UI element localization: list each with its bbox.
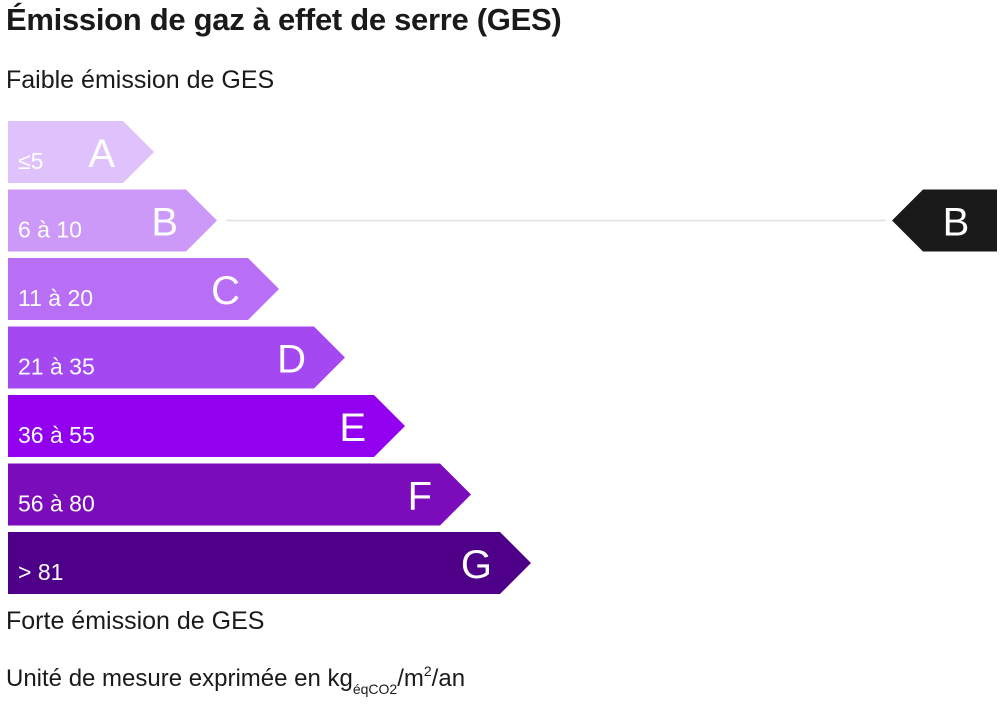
ges-bar-shape-b [8,189,217,252]
unit-note-middle: /m [397,665,424,692]
ges-bar-range-g: > 81 [18,559,63,585]
ges-bar-e: 36 à 55 E [8,395,405,457]
ges-bar-letter-c: C [211,269,240,313]
unit-note-subscript: éqCO2 [352,681,398,697]
ges-bar-d: 21 à 35 D [8,326,345,389]
ges-bar-shape-a [8,121,154,183]
ges-bar-a: ≤5 A [8,121,154,183]
ges-bar-shape-g [8,532,531,594]
chart-title: Émission de gaz à effet de serre (GES) [6,2,562,37]
ges-bars: ≤5 A 6 à 10 B 11 à 20 C 21 à 35 D 36 à 55 E 56 à 8… [8,121,531,594]
ges-bar-range-d: 21 à 35 [18,354,95,380]
unit-note: Unité de mesure exprimée en kgéqCO2/m2/a… [6,663,465,697]
ges-bar-letter-e: E [339,406,366,450]
ges-bar-range-f: 56 à 80 [18,491,95,517]
ges-bar-letter-g: G [461,543,492,587]
unit-note-prefix: Unité de mesure exprimée en kg [6,665,353,692]
ges-bar-letter-b: B [151,201,178,245]
unit-note-suffix: /an [431,665,466,692]
ges-bar-shape-c [8,258,279,320]
ges-bar-range-c: 11 à 20 [18,285,93,311]
ges-bar-range-e: 36 à 55 [18,422,95,448]
ges-bar-letter-d: D [277,338,306,382]
selected-class-marker: B [226,189,997,252]
ges-bar-shape-f [8,463,471,526]
ges-bar-b: 6 à 10 B [8,189,217,252]
ges-bar-g: > 81 G [8,532,531,594]
ges-bar-c: 11 à 20 C [8,258,279,320]
ges-bar-letter-a: A [88,132,115,176]
ges-bar-shape-d [8,326,345,389]
unit-note-superscript: 2 [423,663,432,679]
selected-class-marker-shape [892,189,997,252]
ges-bar-shape-e [8,395,405,457]
low-emission-label: Faible émission de GES [6,66,275,94]
selected-class-marker-letter: B [943,201,970,245]
ges-bar-range-b: 6 à 10 [18,217,82,243]
ges-bar-range-a: ≤5 [18,148,43,174]
high-emission-label: Forte émission de GES [6,607,265,635]
ges-bar-f: 56 à 80 F [8,463,471,526]
ges-bar-letter-f: F [408,475,432,519]
